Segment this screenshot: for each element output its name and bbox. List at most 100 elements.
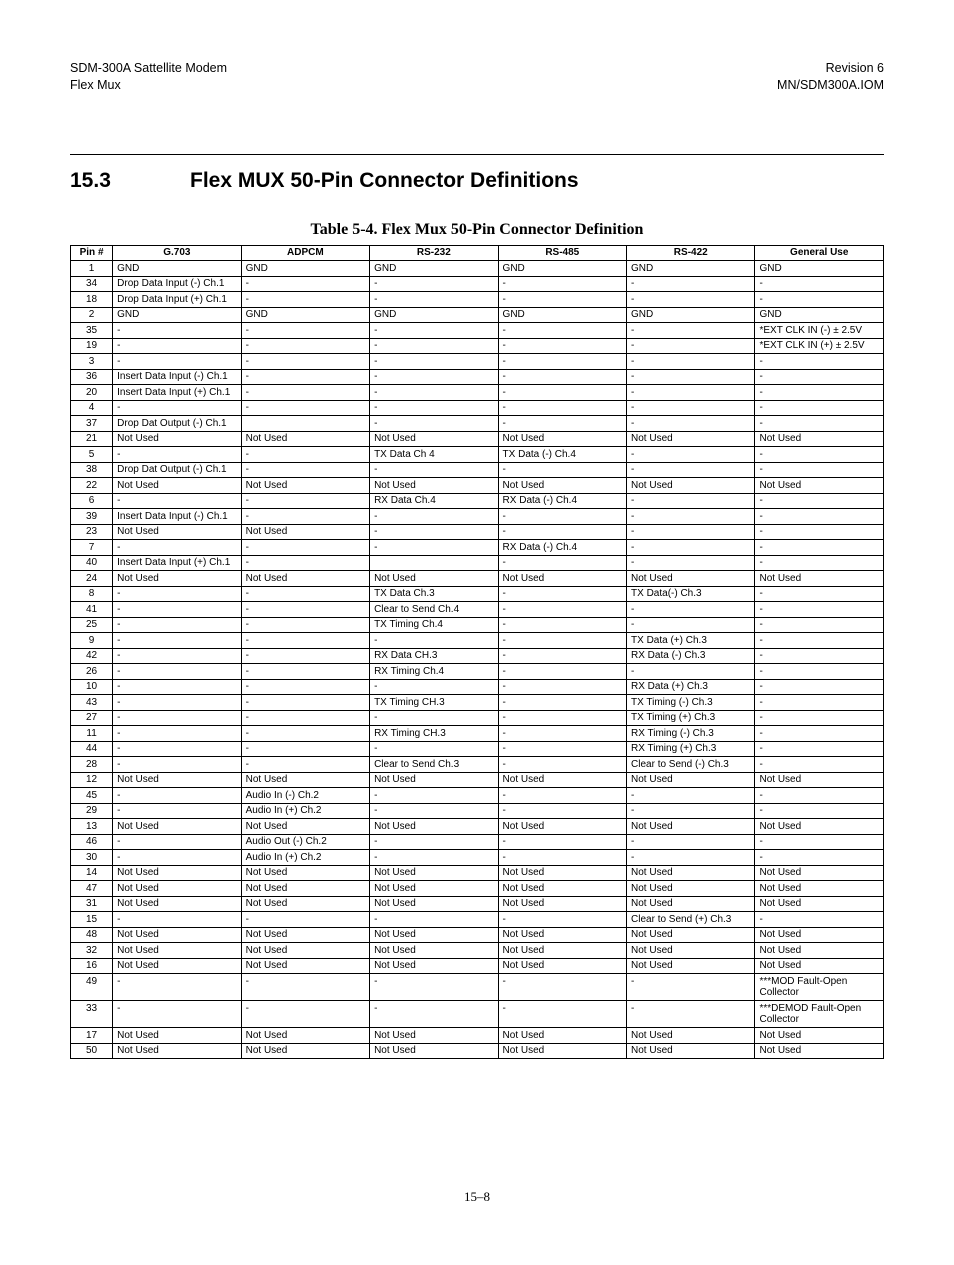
header-rule xyxy=(70,154,884,155)
table-cell: Not Used xyxy=(498,943,626,959)
table-cell: - xyxy=(370,974,498,1001)
table-cell: Clear to Send (+) Ch.3 xyxy=(627,912,755,928)
table-cell: - xyxy=(627,369,755,385)
table-cell: - xyxy=(755,757,884,773)
table-cell: - xyxy=(370,338,498,354)
table-cell: GND xyxy=(370,307,498,323)
table-row: 7---RX Data (-) Ch.4-- xyxy=(71,540,884,556)
table-row: 10----RX Data (+) Ch.3- xyxy=(71,679,884,695)
table-cell: - xyxy=(113,586,241,602)
table-cell: - xyxy=(498,648,626,664)
table-cell: GND xyxy=(755,307,884,323)
table-cell: Not Used xyxy=(241,524,369,540)
pin-number-cell: 27 xyxy=(71,710,113,726)
table-cell: - xyxy=(627,447,755,463)
pin-number-cell: 17 xyxy=(71,1028,113,1044)
table-cell: - xyxy=(755,524,884,540)
pin-number-cell: 36 xyxy=(71,369,113,385)
table-cell: Not Used xyxy=(755,478,884,494)
table-cell: - xyxy=(498,555,626,571)
table-cell: - xyxy=(498,369,626,385)
table-cell: - xyxy=(241,912,369,928)
table-cell: Not Used xyxy=(498,571,626,587)
table-cell: - xyxy=(627,493,755,509)
table-cell: Not Used xyxy=(370,881,498,897)
table-cell: Not Used xyxy=(370,927,498,943)
table-cell: Not Used xyxy=(498,772,626,788)
table-cell: Not Used xyxy=(755,1043,884,1059)
table-cell: - xyxy=(113,400,241,416)
table-cell: TX Timing (+) Ch.3 xyxy=(627,710,755,726)
table-cell: - xyxy=(241,338,369,354)
table-cell: - xyxy=(241,509,369,525)
table-cell: - xyxy=(498,509,626,525)
table-cell: GND xyxy=(627,261,755,277)
table-cell: Not Used xyxy=(755,896,884,912)
table-cell: - xyxy=(755,369,884,385)
table-cell: - xyxy=(370,679,498,695)
table-cell: - xyxy=(113,648,241,664)
table-cell: - xyxy=(241,617,369,633)
table-cell: - xyxy=(113,726,241,742)
table-row: 3------ xyxy=(71,354,884,370)
table-cell: Not Used xyxy=(627,958,755,974)
table-cell: - xyxy=(627,338,755,354)
table-cell: - xyxy=(370,416,498,432)
table-cell xyxy=(370,555,498,571)
table-cell: Audio Out (-) Ch.2 xyxy=(241,834,369,850)
table-cell: - xyxy=(755,726,884,742)
table-row: 48Not UsedNot UsedNot UsedNot UsedNot Us… xyxy=(71,927,884,943)
table-cell: Not Used xyxy=(627,1043,755,1059)
table-cell: Not Used xyxy=(498,896,626,912)
table-cell: TX Data Ch 4 xyxy=(370,447,498,463)
table-header-cell: G.703 xyxy=(113,245,241,261)
pin-number-cell: 2 xyxy=(71,307,113,323)
table-cell: - xyxy=(113,788,241,804)
pin-number-cell: 49 xyxy=(71,974,113,1001)
table-cell: - xyxy=(755,555,884,571)
table-cell: - xyxy=(755,664,884,680)
table-cell: - xyxy=(755,292,884,308)
pin-number-cell: 50 xyxy=(71,1043,113,1059)
table-cell: - xyxy=(113,447,241,463)
table-cell: - xyxy=(755,617,884,633)
table-cell: Not Used xyxy=(370,431,498,447)
table-cell: - xyxy=(498,462,626,478)
table-cell: - xyxy=(627,323,755,339)
table-cell: Not Used xyxy=(241,772,369,788)
table-cell: Not Used xyxy=(498,819,626,835)
table-cell: - xyxy=(498,803,626,819)
table-cell: - xyxy=(498,726,626,742)
table-body: 1GNDGNDGNDGNDGNDGND34Drop Data Input (-)… xyxy=(71,261,884,1059)
table-cell: - xyxy=(755,679,884,695)
table-row: 11--RX Timing CH.3-RX Timing (-) Ch.3- xyxy=(71,726,884,742)
table-cell: RX Data Ch.4 xyxy=(370,493,498,509)
table-cell: - xyxy=(498,276,626,292)
table-cell: TX Data Ch.3 xyxy=(370,586,498,602)
table-row: 9----TX Data (+) Ch.3- xyxy=(71,633,884,649)
table-row: 32Not UsedNot UsedNot UsedNot UsedNot Us… xyxy=(71,943,884,959)
table-cell: Not Used xyxy=(113,478,241,494)
table-row: 50Not UsedNot UsedNot UsedNot UsedNot Us… xyxy=(71,1043,884,1059)
pin-number-cell: 10 xyxy=(71,679,113,695)
header-right-1: Revision 6 xyxy=(826,60,884,77)
table-cell: - xyxy=(755,354,884,370)
table-cell: - xyxy=(755,540,884,556)
table-cell: - xyxy=(113,757,241,773)
table-cell: Not Used xyxy=(241,865,369,881)
table-cell: RX Data (+) Ch.3 xyxy=(627,679,755,695)
table-cell: Not Used xyxy=(241,431,369,447)
table-cell: *EXT CLK IN (-) ± 2.5V xyxy=(755,323,884,339)
table-cell: - xyxy=(113,540,241,556)
header-left-2: Flex Mux xyxy=(70,77,121,94)
pin-number-cell: 47 xyxy=(71,881,113,897)
table-cell: GND xyxy=(241,307,369,323)
table-cell: - xyxy=(370,912,498,928)
table-row: 26--RX Timing Ch.4--- xyxy=(71,664,884,680)
table-cell: - xyxy=(627,834,755,850)
pin-number-cell: 28 xyxy=(71,757,113,773)
table-cell: Not Used xyxy=(627,571,755,587)
section-title-text: Flex MUX 50-Pin Connector Definitions xyxy=(190,169,579,192)
table-cell: - xyxy=(755,710,884,726)
table-cell: - xyxy=(627,354,755,370)
